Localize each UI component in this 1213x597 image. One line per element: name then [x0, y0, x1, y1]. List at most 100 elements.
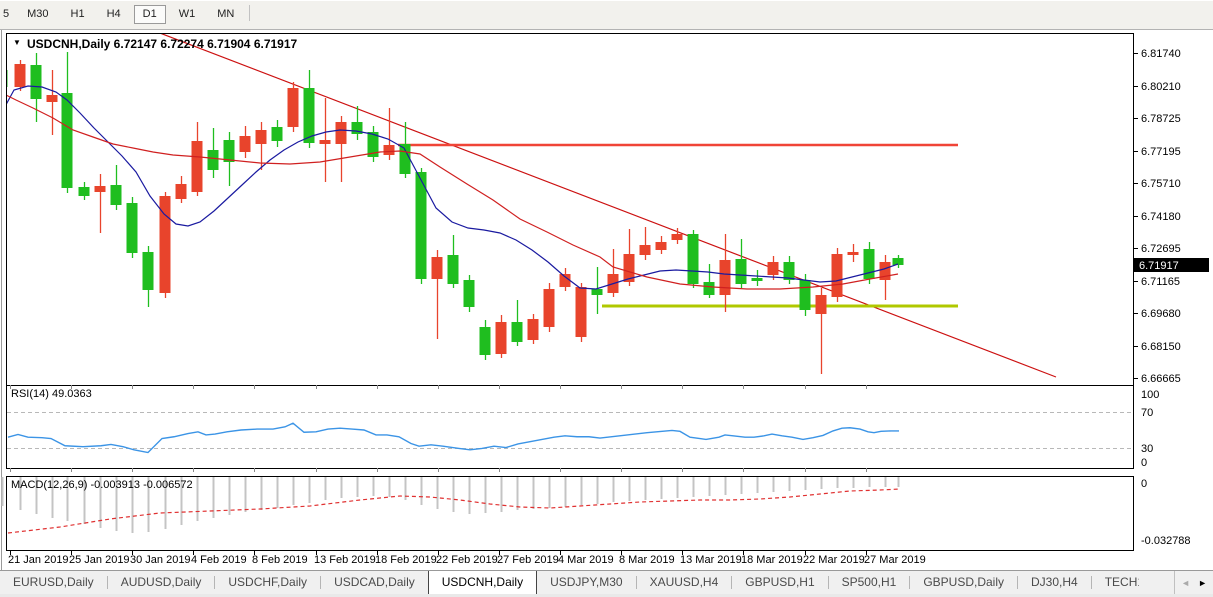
candle-body [399, 144, 411, 174]
chart-tab-audusd-daily[interactable]: AUDUSD,Daily [120, 575, 202, 589]
candle-body [735, 259, 747, 284]
candle-body [543, 289, 555, 327]
main-price-panel [6, 33, 1134, 386]
macd-indicator-label: MACD(12,26,9) -0.003913 -0.006572 [11, 479, 193, 491]
chart-tab-usdcad-daily[interactable]: USDCAD,Daily [334, 575, 415, 589]
chart-tab-usdjpy-m30[interactable]: USDJPY,M30 [550, 575, 623, 589]
chart-tab-usdchf-daily[interactable]: USDCHF,Daily [228, 575, 308, 589]
tab-separator [1090, 576, 1092, 589]
price-axis-label: 6.74180 [1141, 211, 1181, 223]
timeframe-button-h1[interactable]: H1 [70, 8, 85, 20]
date-axis-label: 13 Mar 2019 [680, 554, 742, 566]
candle-body [575, 287, 587, 337]
tab-scroll-controls: ◄ ► [1174, 571, 1213, 594]
candle-body [783, 262, 795, 280]
price-axis-label: 6.71165 [1141, 276, 1180, 288]
date-axis-label: 18 Mar 2019 [741, 554, 803, 566]
candle-body [30, 65, 42, 99]
candle-body [319, 140, 331, 144]
candle-body [303, 88, 315, 143]
chart-tab-eurusd-daily[interactable]: EURUSD,Daily [13, 575, 94, 589]
candle-body [223, 140, 235, 162]
macd-signal-line [7, 488, 901, 534]
macd-axis-label: 0 [1141, 478, 1147, 490]
candle-body [751, 278, 763, 281]
candle-body [719, 260, 731, 295]
candle-body [271, 127, 283, 141]
timeframe-button-m30[interactable]: M30 [27, 8, 49, 20]
tab-scroll-right-icon[interactable]: ► [1198, 577, 1207, 588]
current-price-text: 6.71917 [1139, 260, 1179, 272]
tab-separator [214, 576, 216, 589]
timeframe-button-d1[interactable]: D1 [133, 5, 166, 24]
candle-body [415, 172, 427, 279]
price-axis-label: 6.78725 [1141, 113, 1181, 125]
price-axis-label: 6.66665 [1141, 373, 1181, 385]
tab-separator [827, 576, 829, 589]
chart-tab-tech100-h1[interactable]: TECH100,H1 [1104, 575, 1139, 589]
tab-separator [635, 576, 637, 589]
candle-body [335, 122, 347, 144]
timeframe-button-h4[interactable]: H4 [106, 8, 121, 20]
date-axis-label: 4 Feb 2019 [191, 554, 247, 566]
candle-body [46, 95, 58, 102]
tab-scroll-left-icon[interactable]: ◄ [1181, 577, 1191, 588]
tab-separator [106, 576, 108, 589]
tab-separator [1017, 576, 1019, 589]
chart-tab-dj30-h4[interactable]: DJ30,H4 [1031, 575, 1078, 589]
rsi-axis-label: 70 [1141, 407, 1153, 419]
macd-axis-label: -0.032788 [1141, 535, 1191, 547]
date-axis-label: 22 Feb 2019 [436, 554, 498, 566]
price-axis-label: 6.81740 [1141, 48, 1181, 60]
current-price-tag [1134, 258, 1209, 272]
chart-tab-xauusd-h4[interactable]: XAUUSD,H4 [649, 575, 719, 589]
price-axis-label: 6.77195 [1141, 146, 1181, 158]
chart-tab-gbpusd-h1[interactable]: GBPUSD,H1 [745, 575, 815, 589]
moving-average-fast-blue [7, 85, 899, 290]
candle-body [879, 262, 891, 280]
date-axis-label: 21 Jan 2019 [8, 554, 69, 566]
timeframe-button-5[interactable]: 5 [3, 8, 10, 20]
candle-body [191, 141, 203, 192]
candle-body [591, 289, 603, 295]
chart-title-ohlc: USDCNH,Daily 6.72147 6.72274 6.71904 6.7… [27, 37, 298, 51]
timeframe-toolbar: 5 M30 H1 H4 D1 W1 MN [0, 0, 1213, 30]
date-axis-label: 22 Mar 2019 [803, 554, 865, 566]
candle-body [863, 249, 875, 279]
price-axis-label: 6.80210 [1141, 81, 1181, 93]
date-axis-label: 27 Feb 2019 [497, 554, 559, 566]
rsi-panel [6, 385, 1134, 469]
candle-body [703, 282, 715, 295]
price-axis-label: 6.72695 [1141, 243, 1181, 255]
candle-body [142, 252, 154, 290]
date-axis-label: 27 Mar 2019 [864, 554, 926, 566]
candle-body [94, 186, 106, 192]
candle-body [78, 187, 90, 196]
tab-separator [909, 576, 911, 589]
tab-separator [731, 576, 733, 589]
candle-body [671, 234, 683, 240]
candle-body [126, 203, 138, 253]
chart-canvas[interactable]: 6.81740 6.80210 6.78725 6.77195 6.75710 6.741… [0, 30, 1213, 570]
chart-dropdown-icon[interactable]: ▼ [13, 38, 21, 47]
date-axis-label: 30 Jan 2019 [130, 554, 191, 566]
date-axis-label: 13 Feb 2019 [314, 554, 376, 566]
candle-body [511, 322, 523, 342]
candle-body [207, 150, 219, 170]
chart-tab-usdcnh-daily[interactable]: USDCNH,Daily [427, 571, 538, 594]
timeframe-button-mn[interactable]: MN [217, 8, 235, 20]
timeframe-button-w1[interactable]: W1 [178, 8, 196, 20]
candle-body [559, 274, 571, 287]
chart-tab-sp500-h1[interactable]: SP500,H1 [841, 575, 897, 589]
candle-body [892, 258, 904, 265]
candle-body [287, 88, 299, 127]
candle-body [367, 132, 379, 157]
macd-panel [6, 476, 1134, 551]
candle-body [431, 257, 443, 279]
price-axis-label: 6.69680 [1141, 308, 1181, 320]
tab-separator [320, 576, 322, 589]
toolbar-separator [249, 4, 251, 21]
candle-body [463, 280, 475, 307]
candle-body [447, 255, 459, 284]
chart-tab-gbpusd-daily[interactable]: GBPUSD,Daily [923, 575, 1005, 589]
